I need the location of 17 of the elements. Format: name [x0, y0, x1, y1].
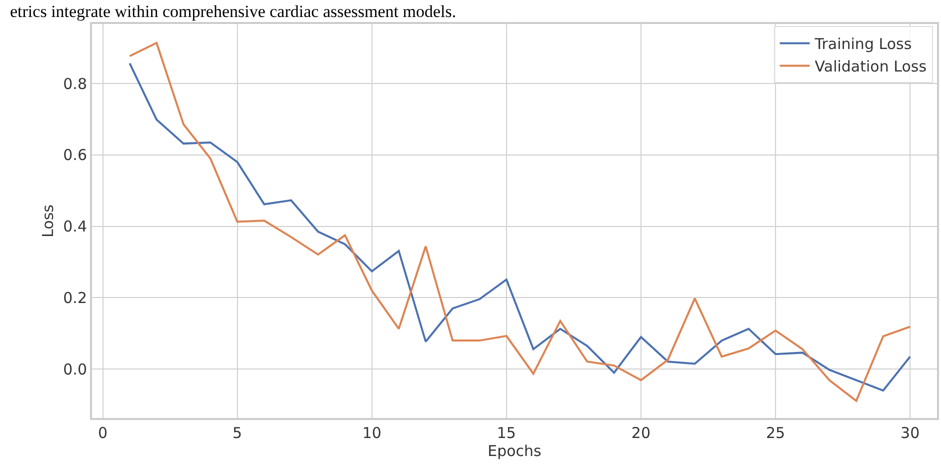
- x-tick-label: 30: [900, 424, 920, 442]
- x-tick-label: 0: [98, 424, 108, 442]
- x-tick-label: 15: [496, 424, 516, 442]
- legend-label: Validation Loss: [814, 58, 927, 76]
- x-tick-label: 25: [766, 424, 786, 442]
- y-tick-label: 0.2: [63, 288, 87, 307]
- x-tick-label: 20: [631, 424, 651, 442]
- x-tick-label: 5: [232, 424, 242, 442]
- y-tick-label: 0.8: [63, 74, 87, 93]
- text: etrics integrate within comprehensive cardiac assessment models.: [10, 2, 456, 21]
- x-tick-label: 10: [362, 424, 382, 442]
- y-tick-label: 0.6: [63, 146, 87, 164]
- y-tick-label: 0.4: [63, 218, 87, 236]
- x-axis-title: Epochs: [488, 442, 542, 460]
- legend-label: Training Loss: [814, 35, 912, 54]
- y-axis-title: Loss: [38, 204, 57, 238]
- y-tick-label: 0.0: [63, 360, 87, 378]
